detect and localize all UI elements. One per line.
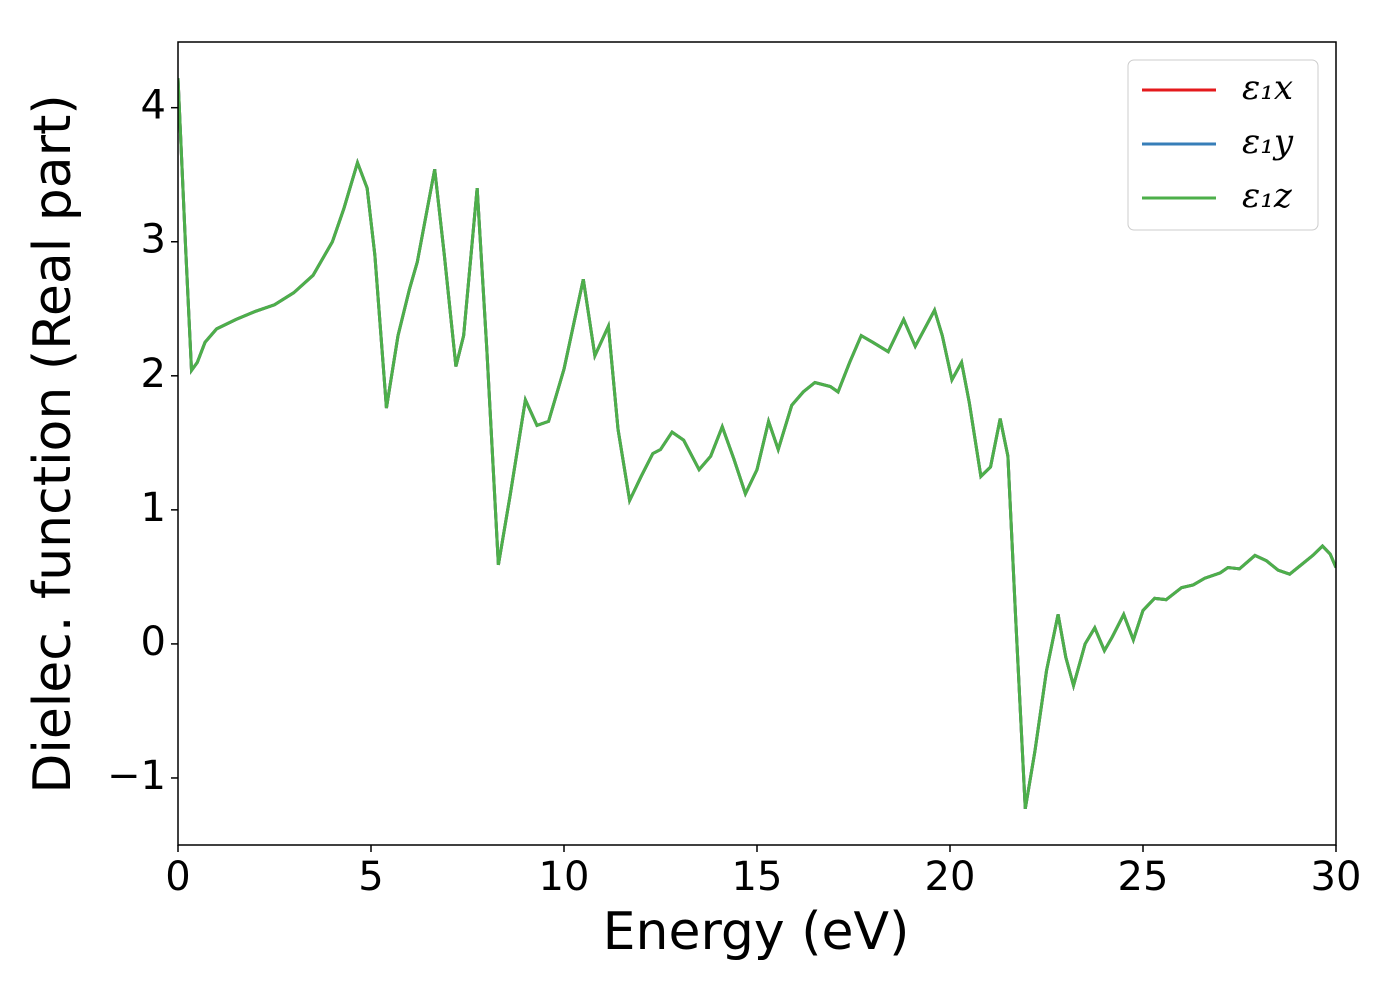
x-tick-label: 20: [925, 854, 976, 900]
y-tick-label: 4: [141, 83, 166, 129]
legend-label: ε₁z: [1242, 176, 1293, 216]
line: [178, 78, 1336, 810]
x-tick-label: 10: [539, 854, 590, 900]
y-tick-label: 0: [141, 619, 166, 665]
y-tick-label: 2: [141, 351, 166, 397]
x-tick-label: 5: [358, 854, 383, 900]
y-axis-label: Dielec. function (Real part): [23, 94, 83, 793]
legend-label: ε₁x: [1242, 68, 1293, 108]
legend-label: ε₁y: [1242, 122, 1294, 162]
x-axis-label: Energy (eV): [603, 902, 910, 962]
y-tick-label: 1: [141, 485, 166, 531]
x-tick-label: 0: [165, 854, 190, 900]
legend-box: [1127, 59, 1319, 231]
y-tick-label: 3: [141, 217, 166, 263]
x-tick-label: 25: [1118, 854, 1169, 900]
x-tick-label: 30: [1311, 854, 1362, 900]
x-tick-label: 15: [732, 854, 783, 900]
plot-frame: [177, 41, 1337, 846]
y-tick-label: −1: [107, 753, 166, 799]
